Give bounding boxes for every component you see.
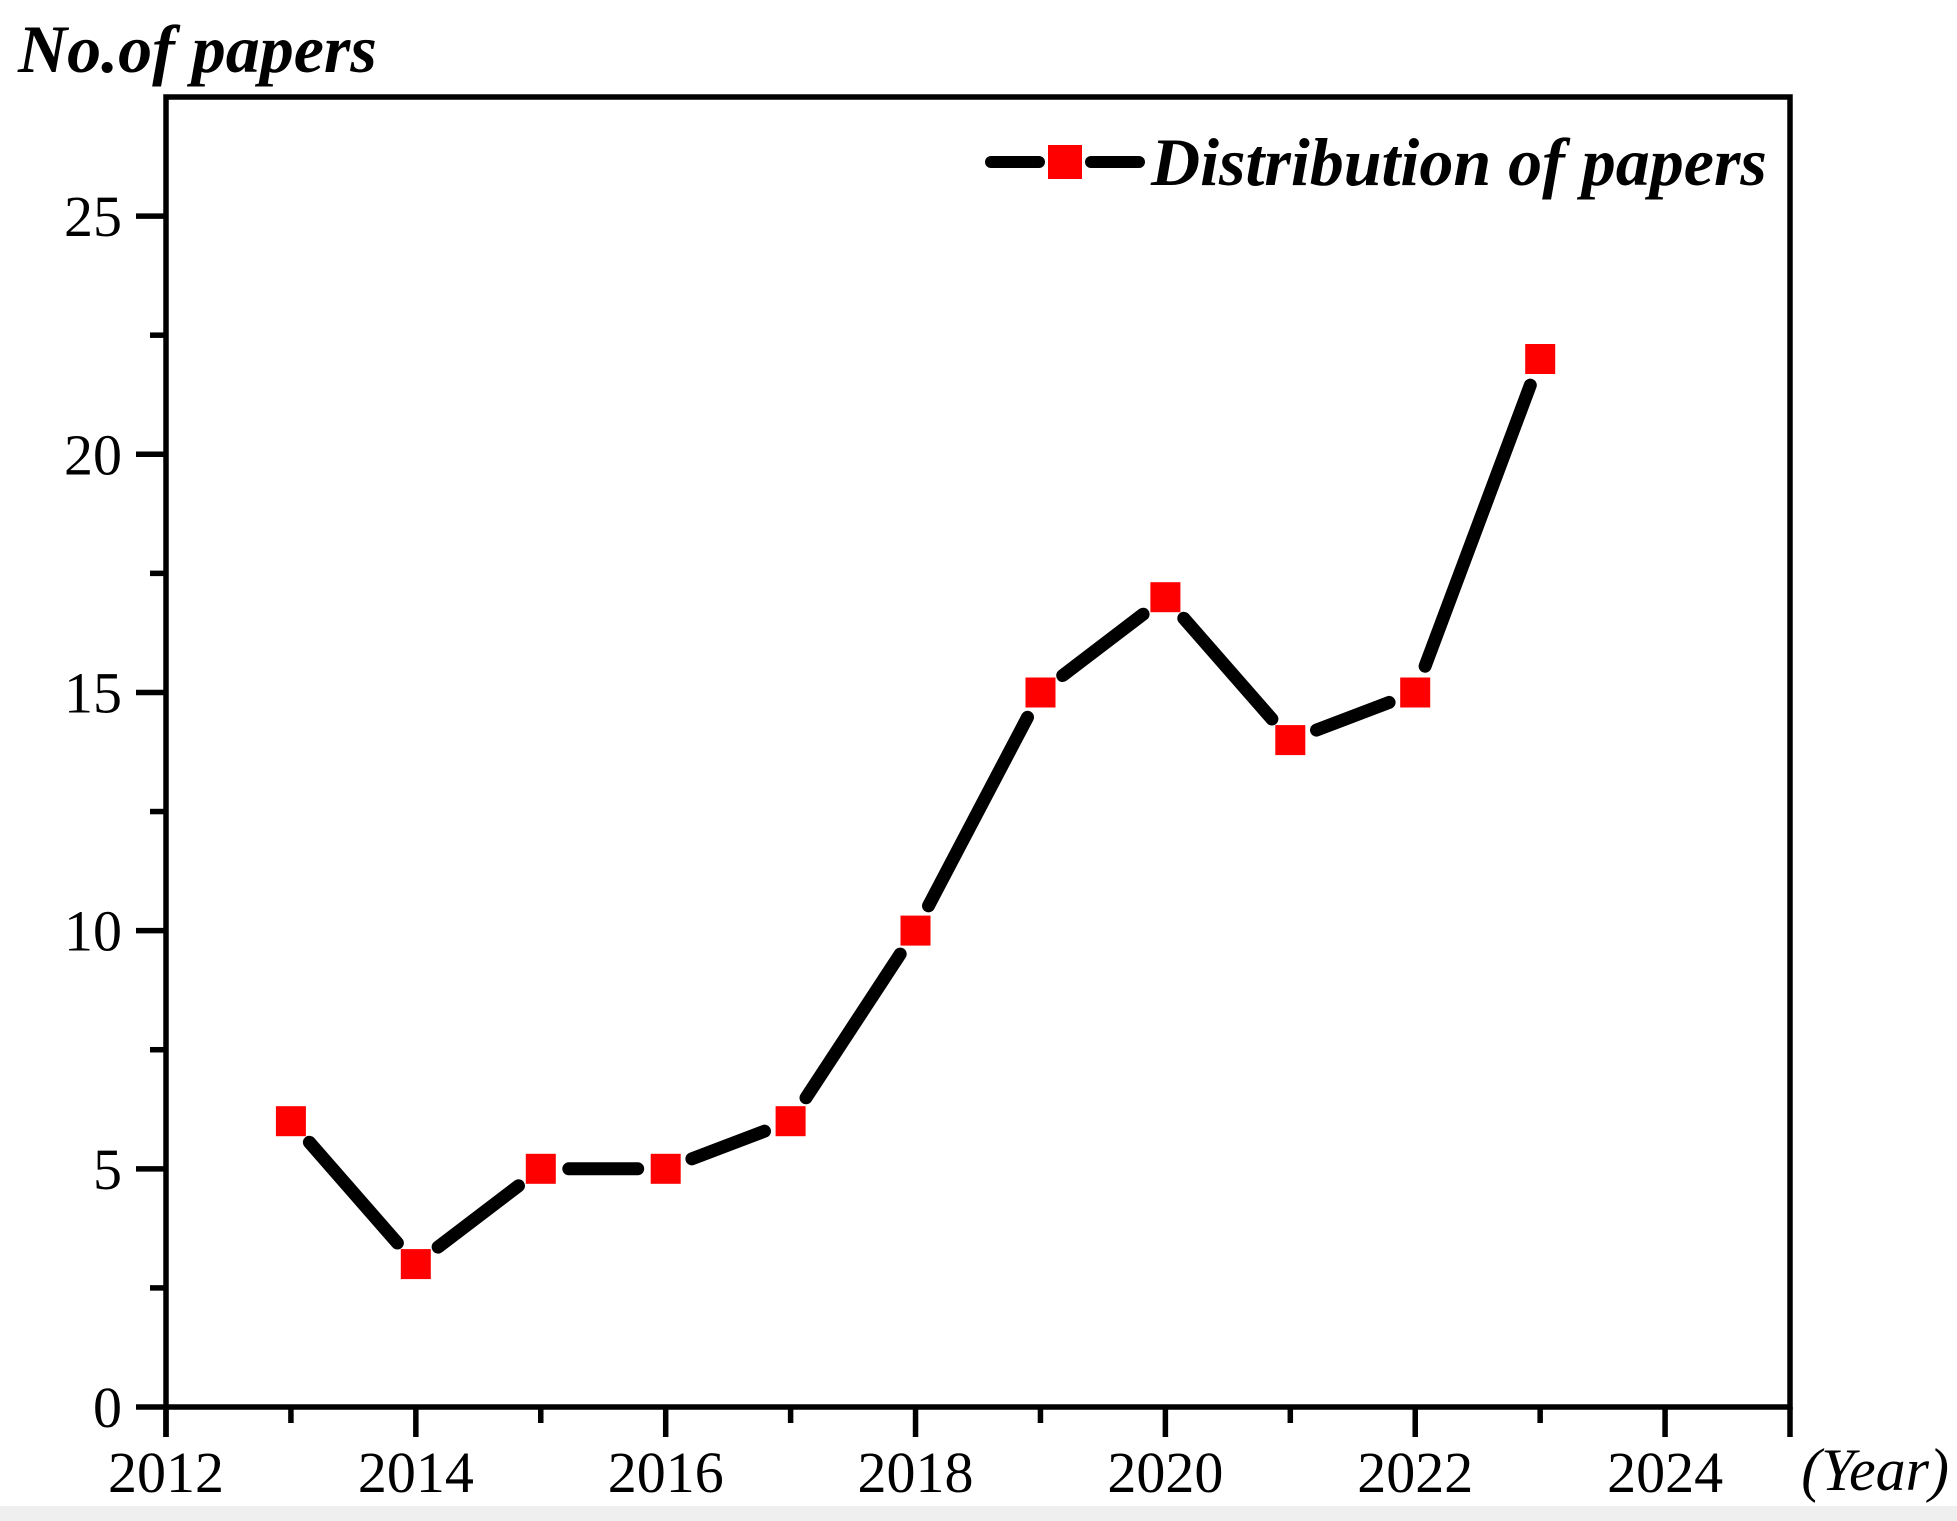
y-tick-label: 5	[93, 1137, 122, 1202]
data-point-2015	[525, 1153, 556, 1184]
legend-square-marker-icon	[1048, 145, 1082, 179]
y-axis-ticks	[136, 213, 166, 1410]
x-tick-label: 2012	[108, 1440, 224, 1505]
data-point-2016	[650, 1153, 681, 1184]
series-segment	[799, 947, 907, 1105]
legend-label: Distribution of papers	[1151, 124, 1767, 200]
y-axis-title: No.of papers	[18, 11, 377, 87]
series-segment	[1418, 378, 1537, 673]
data-point-2014	[400, 1249, 431, 1280]
y-axis-tick-labels: 0 5 10 15 20 25	[64, 184, 122, 1440]
data-point-2022	[1400, 677, 1431, 708]
data-point-2023	[1525, 344, 1556, 374]
data-point-2013	[275, 1106, 306, 1137]
y-tick-label: 0	[93, 1375, 122, 1440]
x-axis-tick-labels: 2012 2014 2016 2018 2020 2022 2024	[108, 1440, 1723, 1505]
series-segment	[1177, 611, 1279, 726]
y-tick-label: 10	[64, 899, 122, 964]
y-tick-label: 20	[64, 422, 122, 487]
plot-frame	[163, 94, 1793, 1437]
legend-line-sample	[985, 145, 1145, 179]
series-segment	[922, 710, 1034, 913]
data-point-2021	[1275, 725, 1306, 756]
series-markers	[275, 344, 1556, 1280]
legend-line-right	[1085, 156, 1145, 168]
x-tick-label: 2020	[1107, 1440, 1223, 1505]
x-axis-unit-label: (Year)	[1801, 1437, 1949, 1503]
series-segment	[431, 1179, 525, 1254]
x-tick-label: 2014	[358, 1440, 474, 1505]
series-segment	[1056, 607, 1150, 682]
series-segment	[1310, 695, 1396, 737]
series-segment	[302, 1135, 404, 1250]
data-point-2018	[900, 915, 931, 946]
series-segment	[685, 1124, 771, 1166]
y-tick-label: 25	[64, 184, 122, 249]
legend-line-left	[985, 156, 1045, 168]
legend: Distribution of papers	[985, 122, 1767, 202]
data-point-2017	[775, 1106, 806, 1137]
x-axis-ticks	[163, 1407, 1668, 1437]
data-point-2020	[1150, 582, 1181, 613]
series-line	[302, 378, 1537, 1254]
x-tick-label: 2024	[1607, 1440, 1723, 1505]
data-point-2019	[1025, 677, 1056, 708]
bottom-edge-strip	[0, 1506, 1957, 1521]
x-tick-label: 2018	[858, 1440, 974, 1505]
x-tick-label: 2016	[608, 1440, 724, 1505]
y-tick-label: 15	[64, 660, 122, 725]
x-tick-label: 2022	[1357, 1440, 1473, 1505]
